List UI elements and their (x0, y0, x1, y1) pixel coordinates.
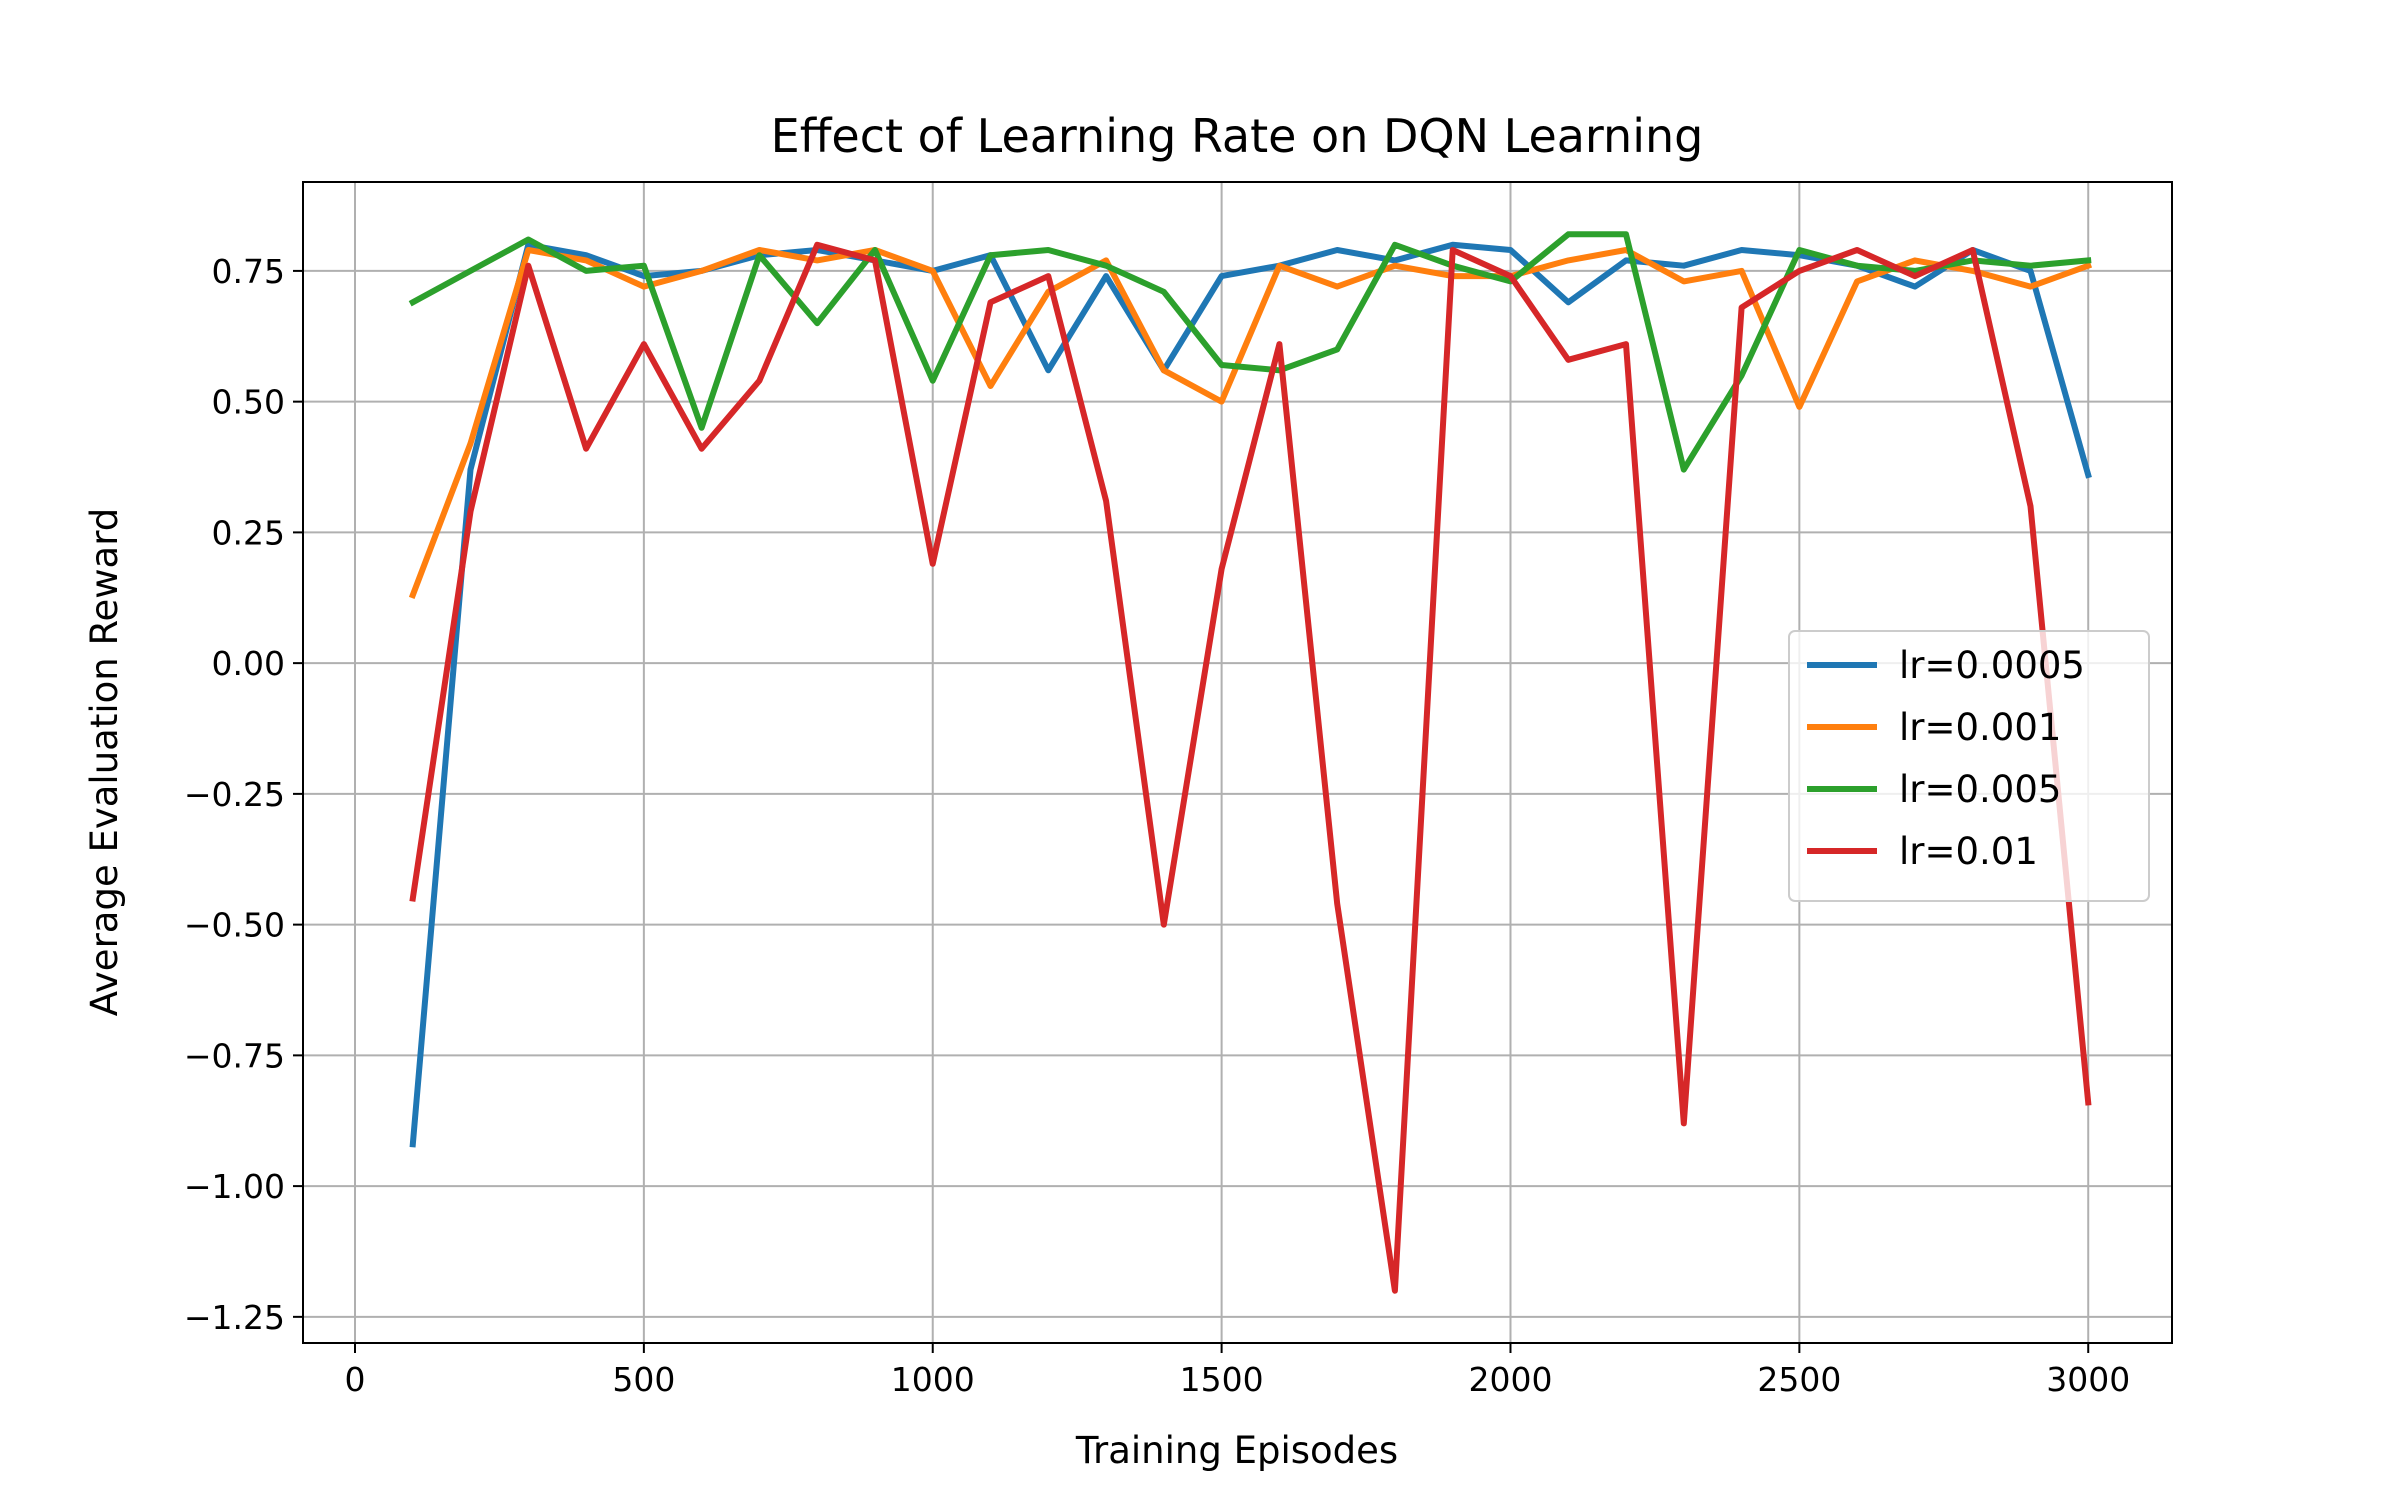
y-tick-label: −0.50 (184, 906, 285, 945)
series-line (408, 231, 2092, 473)
legend-label: lr=0.005 (1899, 768, 2061, 811)
x-tick-label: 3000 (2046, 1360, 2130, 1399)
x-tick-label: 1000 (891, 1360, 975, 1399)
legend-label: lr=0.01 (1899, 830, 2038, 873)
series-line (408, 247, 2093, 599)
x-tick-label: 2000 (1468, 1360, 1552, 1399)
y-tick-label: −0.75 (184, 1036, 285, 1075)
chart-title: Effect of Learning Rate on DQN Learning (771, 109, 1704, 163)
y-tick-label: −1.25 (184, 1298, 285, 1337)
y-axis-label: Average Evaluation Reward (83, 508, 126, 1016)
y-tick-label: 0.00 (212, 644, 285, 683)
x-tick-label: 500 (612, 1360, 675, 1399)
legend-label: lr=0.001 (1899, 706, 2061, 749)
y-tick-label: −0.25 (184, 775, 285, 814)
y-tick-label: 0.25 (212, 513, 285, 552)
x-tick-label: 1500 (1180, 1360, 1264, 1399)
y-tick-label: −1.00 (184, 1167, 285, 1206)
x-tick-label: 2500 (1757, 1360, 1841, 1399)
legend-box (1788, 630, 2150, 902)
legend: lr=0.0005 lr=0.001 lr=0.005 lr=0.01 (1788, 630, 2150, 902)
series-lines (408, 231, 2093, 1294)
x-axis-ticks: 0 500 1000 1500 2000 2500 3000 (344, 1343, 2130, 1399)
series-line (409, 241, 2092, 1294)
y-tick-label: 0.75 (212, 252, 285, 291)
y-tick-label: 0.50 (212, 383, 285, 422)
x-axis-label: Training Episodes (1075, 1429, 1398, 1472)
x-tick-label: 0 (344, 1360, 365, 1399)
y-axis-ticks: 0.75 0.50 0.25 0.00 −0.25 −0.50 −0.75 −1.00 −1.2… (184, 252, 303, 1337)
legend-label: lr=0.0005 (1899, 644, 2085, 687)
plot-frame (302, 181, 2173, 1344)
